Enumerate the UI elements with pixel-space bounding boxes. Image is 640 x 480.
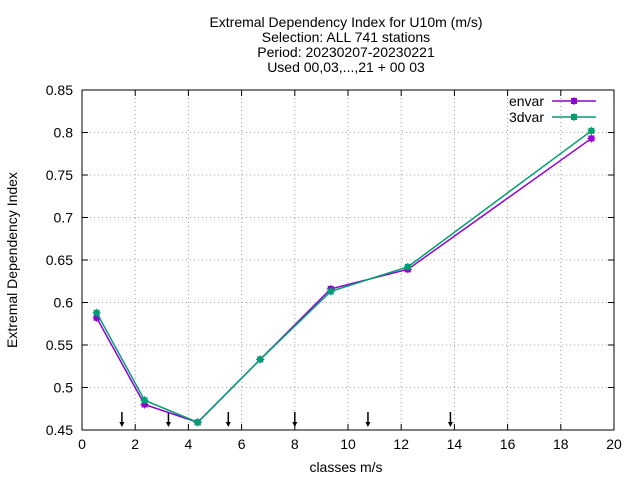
grid: [82, 90, 614, 430]
data-point: [403, 262, 412, 271]
y-tick-label: 0.7: [54, 210, 74, 226]
x-tick-label: 4: [185, 436, 193, 452]
threshold-arrow: [365, 412, 371, 427]
y-tick-label: 0.65: [46, 252, 73, 268]
x-tick-label: 14: [447, 436, 463, 452]
data-point: [587, 126, 596, 135]
x-tick-label: 10: [340, 436, 356, 452]
threshold-arrow: [225, 412, 231, 427]
x-tick-label: 2: [131, 436, 139, 452]
y-tick-label: 0.75: [46, 167, 73, 183]
legend-entry-envar: envar: [509, 93, 596, 109]
plot-frame: [81, 89, 615, 431]
data-point: [92, 308, 101, 317]
chart-title: Extremal Dependency Index for U10m (m/s)…: [209, 14, 482, 75]
legend-label: 3dvar: [509, 109, 544, 125]
series-group: [92, 126, 596, 427]
series-line: [95, 137, 592, 424]
series-envar: [92, 134, 596, 427]
x-tick-label: 12: [393, 436, 409, 452]
threshold-arrow: [165, 412, 171, 427]
legend-label: envar: [509, 93, 544, 109]
series-3dvar: [92, 126, 596, 427]
y-tick-label: 0.8: [54, 125, 74, 141]
data-point: [587, 134, 596, 143]
threshold-arrow: [447, 412, 453, 427]
legend-entry-3dvar: 3dvar: [509, 109, 596, 125]
data-point: [326, 287, 335, 296]
title-line-4: Used 00,03,...,21 + 00 03: [267, 59, 425, 75]
threshold-arrow: [119, 412, 125, 427]
x-tick-label: 16: [500, 436, 516, 452]
x-tick-label: 0: [78, 436, 86, 452]
title-line-3: Period: 20230207-20230221: [257, 44, 435, 60]
threshold-arrows: [119, 412, 453, 427]
y-tick-label: 0.85: [46, 82, 73, 98]
data-point: [256, 355, 265, 364]
y-tick-label: 0.55: [46, 337, 73, 353]
y-axis-label: Extremal Dependency Index: [4, 172, 20, 348]
y-tick-label: 0.5: [54, 380, 74, 396]
x-tick-label: 6: [238, 436, 246, 452]
legend-marker: [570, 113, 578, 121]
title-line-2: Selection: ALL 741 stations: [262, 29, 430, 45]
y-tick-label: 0.45: [46, 422, 73, 438]
y-tick-label: 0.6: [54, 295, 74, 311]
data-point: [140, 396, 149, 405]
data-point: [193, 418, 202, 427]
x-tick-label: 8: [291, 436, 299, 452]
axis-ticks: 0 2 4 6 8 10 12 14 16 18 20 0.45 0.5 0.55 0.6 0.65 0.7 0.…: [46, 82, 622, 452]
x-axis-label: classes m/s: [309, 459, 382, 475]
x-tick-label: 18: [553, 436, 569, 452]
x-tick-label: 20: [606, 436, 622, 452]
legend-marker: [570, 97, 578, 105]
title-line-1: Extremal Dependency Index for U10m (m/s): [209, 14, 482, 30]
